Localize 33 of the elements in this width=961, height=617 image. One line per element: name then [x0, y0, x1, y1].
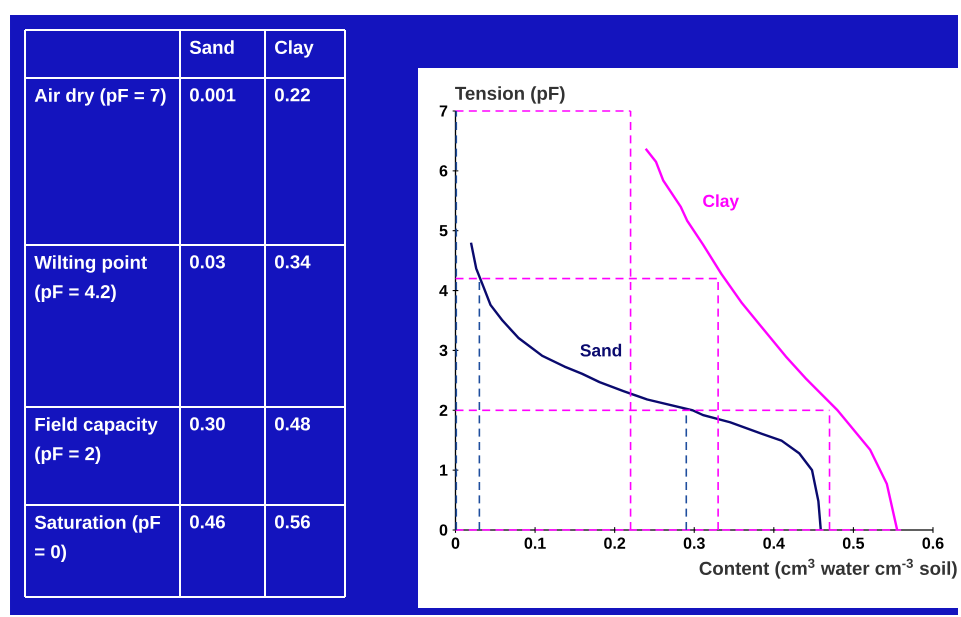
text: 0.22: [275, 88, 310, 102]
y-axis-title: Tension (pF): [455, 86, 565, 104]
y-tick-label: 7: [440, 106, 448, 117]
x-tick-label: 0.6: [922, 538, 944, 549]
x-axis-title: Content (cm$^{3}$ water cm$^{-3}$ soil): [700, 558, 957, 579]
text: 0.46: [190, 515, 225, 528]
x-tick-label: 0.3: [684, 538, 705, 549]
x-tick-label: 0.2: [604, 538, 626, 549]
text: Wilting point (pF = 4.2): [34, 255, 147, 302]
y-tick-label: 1: [440, 464, 448, 476]
series-label: Sand: [580, 344, 622, 357]
x-tick-label: 0.1: [524, 538, 546, 549]
text: 0.56: [275, 515, 310, 528]
text: 0.48: [275, 417, 310, 430]
text: 0.34: [275, 255, 311, 268]
text: Field capacity (pF = 2): [35, 417, 158, 464]
text: Sand: [190, 40, 234, 54]
text: 0.03: [190, 255, 225, 268]
text: Clay: [275, 40, 314, 58]
y-tick-label: 6: [440, 165, 448, 177]
text: 0.30: [190, 417, 225, 430]
series-label: Clay: [703, 194, 739, 210]
text: 0.001: [190, 88, 236, 102]
y-tick-label: 4: [439, 285, 448, 296]
y-tick-label: 2: [440, 404, 448, 416]
y-tick-label: 5: [440, 225, 448, 236]
y-tick-label: 3: [439, 344, 448, 356]
y-tick-label: 0: [440, 524, 448, 536]
text: Air dry (pF = 7): [34, 88, 166, 106]
x-tick-label: 0.4: [763, 538, 785, 549]
x-tick-label: 0.5: [842, 538, 864, 549]
text: Saturation (pF = 0): [34, 515, 160, 562]
x-tick-label: 0: [452, 538, 460, 549]
